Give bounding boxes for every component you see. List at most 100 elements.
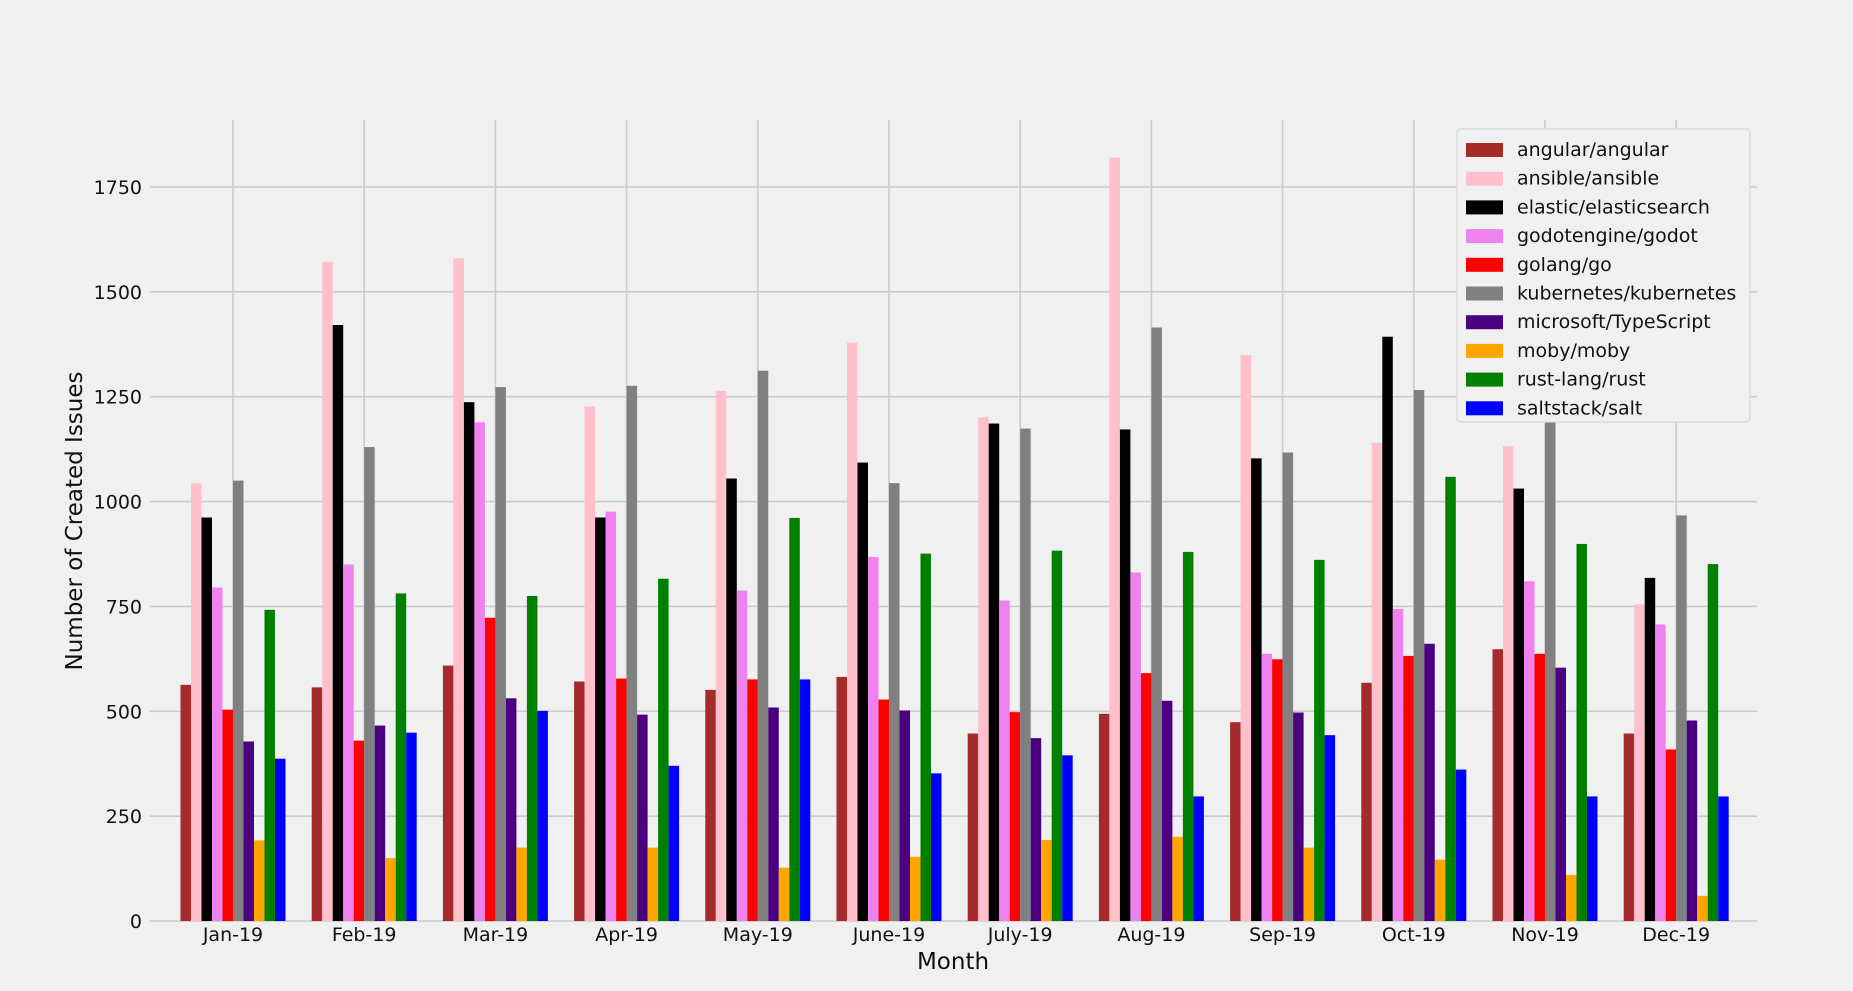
bar [1707,564,1719,921]
legend-swatch [1466,401,1503,416]
legend-swatch [1466,372,1503,387]
bar [616,678,627,921]
bar [747,679,758,921]
bar [1240,355,1252,921]
bar [537,710,548,921]
bar [505,698,517,921]
bar [1140,673,1152,921]
y-tick-label: 1000 [94,492,142,514]
x-tick-label: Dec-19 [1642,924,1710,946]
bar [584,406,596,921]
bar [736,590,748,921]
bar [406,732,417,921]
bar [715,390,727,921]
x-tick-label: Feb-19 [332,924,397,946]
x-tick-label: July-19 [987,924,1053,946]
bar [264,609,275,921]
bar [1503,446,1514,921]
bar [1455,769,1467,921]
bar [385,858,396,921]
bar [1434,859,1446,921]
legend: angular/angular ansible/ansible elastic/el… [1456,128,1751,423]
bar [978,417,989,921]
legend-box [1456,128,1751,423]
y-tick-label: 750 [106,596,142,618]
legend-label: golang/go [1517,254,1612,276]
bar [1644,577,1656,921]
bar [1665,749,1677,921]
bar [1193,796,1204,921]
bar [1655,624,1666,921]
bar [1534,653,1545,921]
bar [868,556,879,921]
bar [1566,874,1577,921]
x-tick-label: Sep-19 [1249,924,1316,946]
bar [1555,667,1566,921]
bar [1445,476,1456,921]
bar [332,324,344,921]
bar [1172,836,1183,921]
bar [988,423,1000,921]
bar [442,665,454,921]
bar [1314,559,1325,921]
bar [1697,895,1708,921]
y-axis-ticks: 0 250 500 750 1000 1250 1500 1750 [94,177,142,933]
bar [254,840,265,921]
bars [180,157,1729,922]
legend-label: ansible/ansible [1517,168,1659,190]
bar [1098,713,1110,921]
bar [1261,653,1273,921]
bar [999,600,1010,921]
bar [1119,429,1131,921]
bar [847,342,858,921]
y-tick-label: 500 [106,701,142,723]
bar [1161,700,1173,921]
x-tick-label: Oct-19 [1382,924,1446,946]
y-tick-label: 1750 [94,177,142,199]
legend-swatch [1466,171,1503,186]
bar [222,709,233,921]
bar [516,847,527,921]
x-tick-label: Apr-19 [595,924,658,946]
bar [1403,655,1414,921]
bar [180,684,191,921]
y-tick-label: 250 [106,806,142,828]
bar [484,617,496,921]
x-tick-label: Nov-19 [1511,924,1579,946]
bar [395,593,407,921]
bar [1524,581,1535,921]
legend-swatch [1466,229,1503,244]
bar [1251,458,1262,921]
bar [1009,712,1021,921]
x-axis-title: Month [917,949,989,975]
bar [1413,390,1425,921]
legend-swatch [1466,343,1503,358]
bar [605,511,617,921]
legend-label: moby/moby [1517,340,1630,362]
legend-swatch [1466,143,1503,157]
bar [1623,733,1635,921]
y-axis-title: Number of Created Issues [62,372,88,671]
bar [495,387,506,922]
bar [1361,682,1372,921]
bar [191,483,202,921]
bar [1272,659,1283,921]
x-tick-label: June-19 [852,924,925,946]
bar [1282,452,1294,921]
bar [658,578,669,921]
bar [931,773,942,921]
bar [705,689,716,921]
bar [889,483,900,921]
bar [637,714,648,921]
bar [1182,551,1194,921]
bar [1718,796,1729,921]
bar [1424,643,1435,921]
bar [212,587,223,921]
bar [1051,550,1063,921]
bar [1062,755,1073,921]
bar [1293,712,1304,921]
legend-swatch [1466,200,1503,215]
bar [1686,720,1698,921]
bar [343,564,354,921]
